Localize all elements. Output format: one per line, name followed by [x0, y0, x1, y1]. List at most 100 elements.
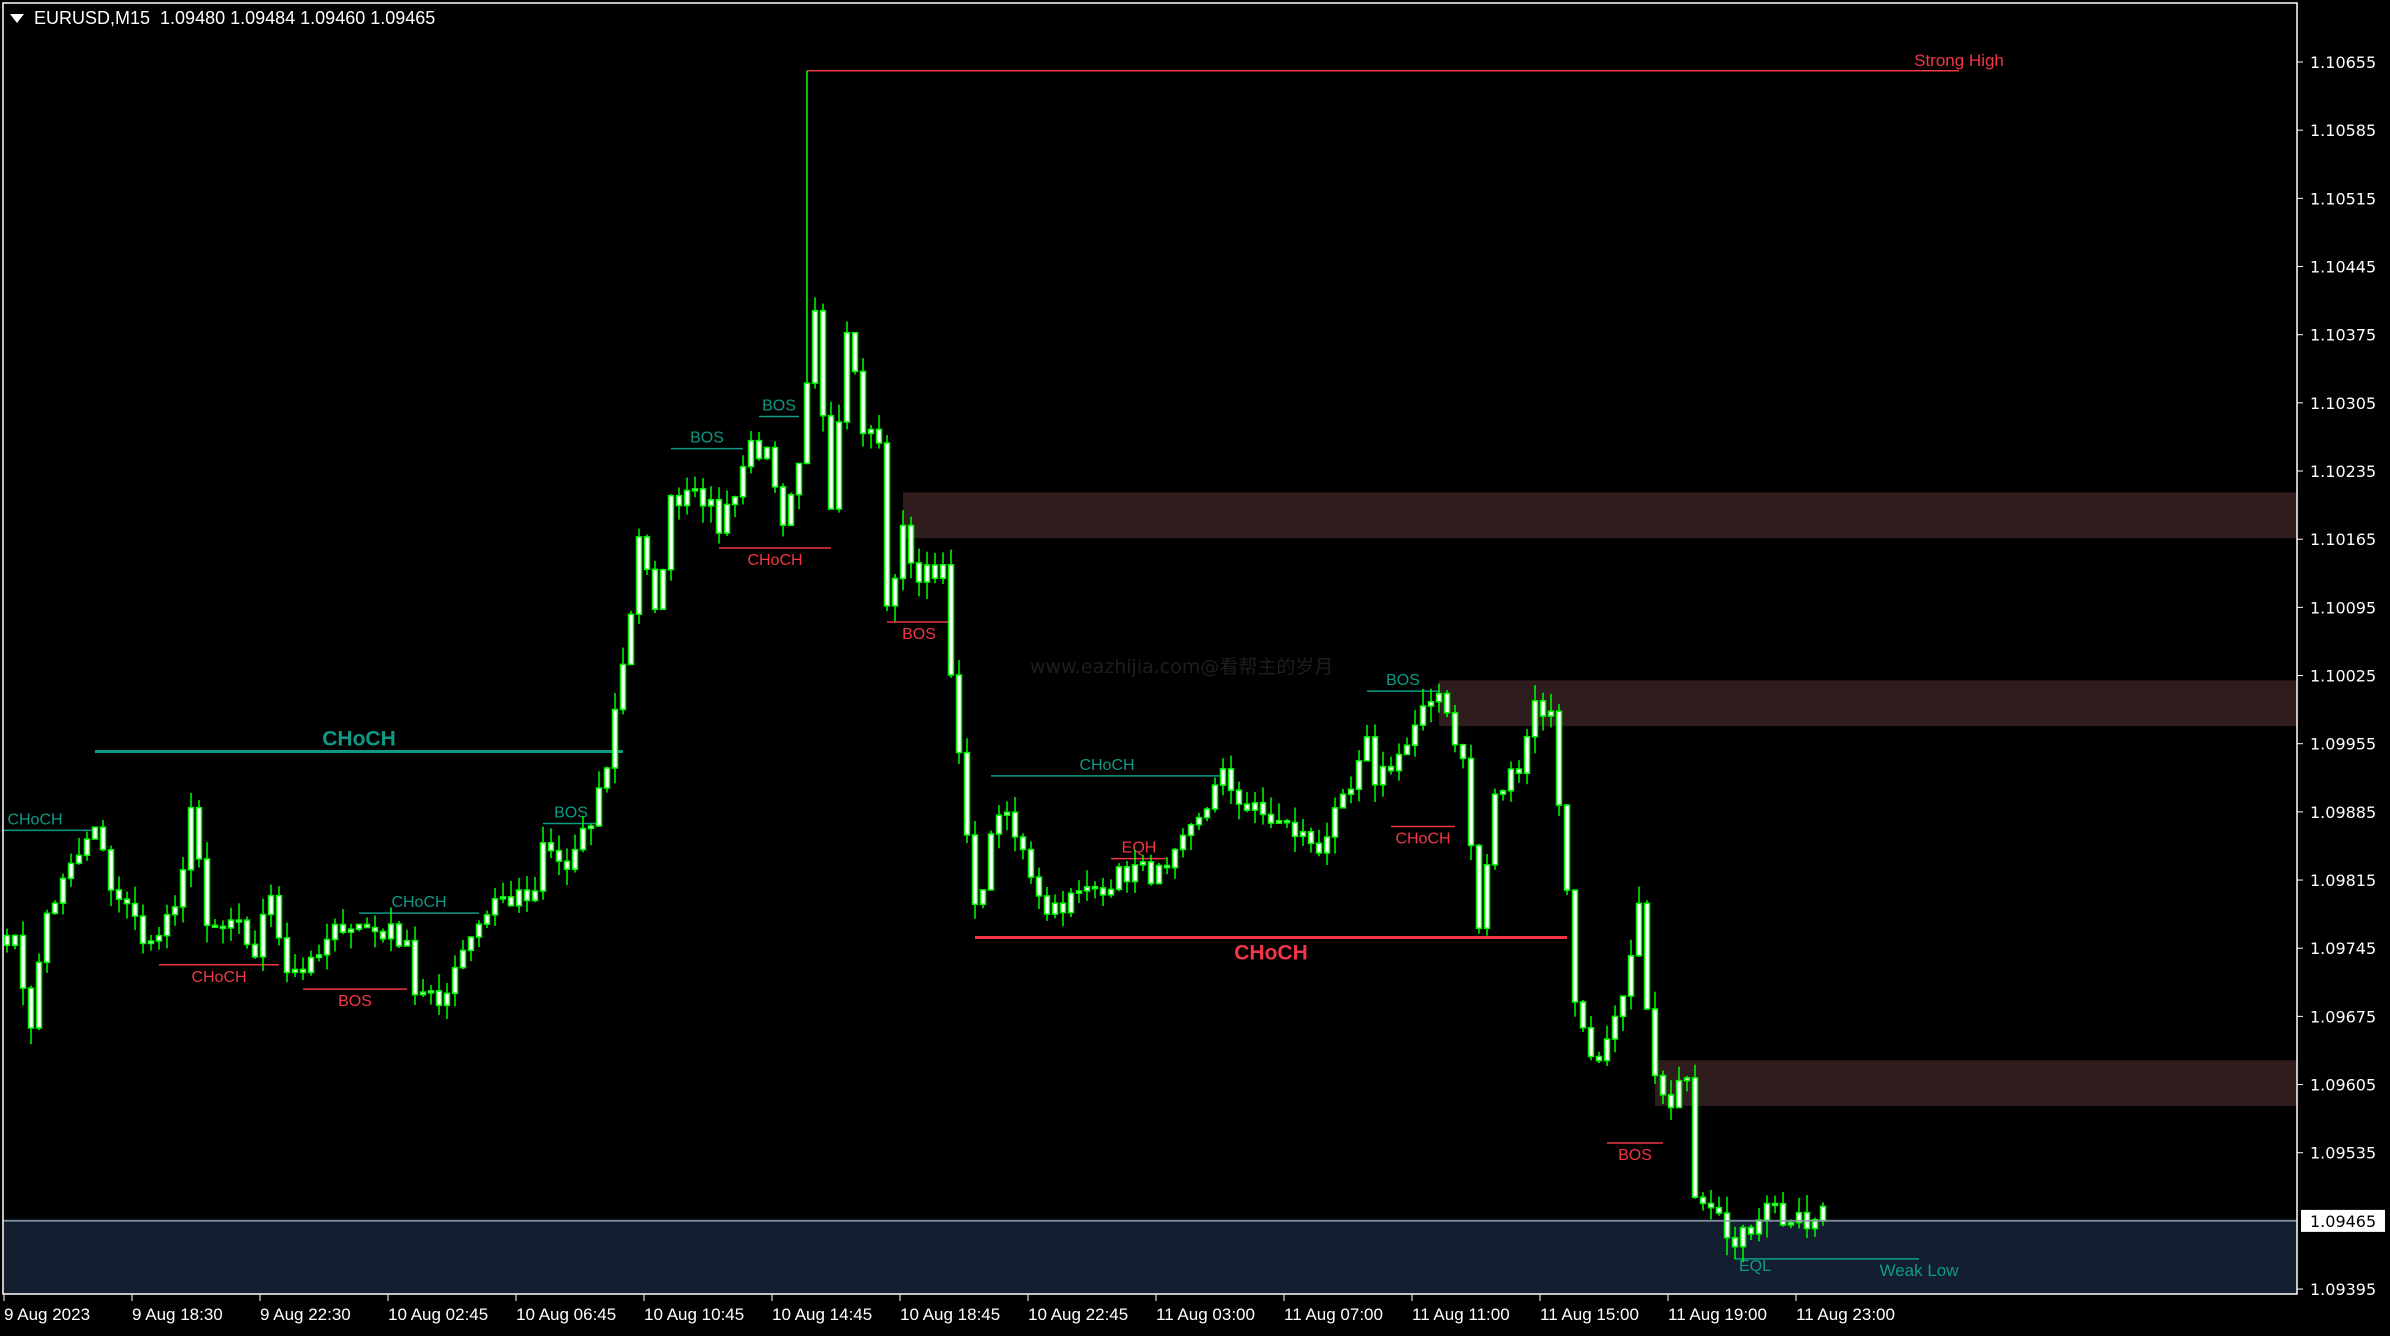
candle: [1747, 1224, 1755, 1240]
candle: [643, 534, 651, 575]
candle: [1403, 737, 1411, 756]
time-tick-label: 11 Aug 11:00: [1412, 1305, 1510, 1324]
candle-body: [1259, 802, 1267, 816]
candle: [1715, 1196, 1723, 1216]
candle-body: [1475, 844, 1483, 930]
structure-label-bos: BOS: [690, 430, 724, 447]
candle: [1107, 879, 1115, 898]
candle: [371, 915, 379, 948]
symbol-timeframe: EURUSD,M15: [34, 8, 151, 28]
current-price-label: 1.09465: [2301, 1209, 2385, 1232]
candle: [1163, 857, 1171, 875]
candle: [1451, 704, 1459, 753]
candle: [1059, 890, 1067, 927]
candle: [1699, 1192, 1707, 1211]
candle: [1531, 685, 1539, 754]
candle-body: [195, 806, 203, 860]
candle-body: [131, 902, 139, 917]
candle-body: [379, 930, 387, 940]
candle: [947, 549, 955, 678]
candle: [835, 404, 843, 513]
candle-body: [931, 564, 939, 580]
candle: [867, 424, 875, 449]
candle: [507, 880, 515, 907]
candle: [331, 918, 339, 952]
candle: [1019, 833, 1027, 860]
candle-body: [1299, 830, 1307, 838]
candle: [859, 358, 867, 447]
candle-body: [1443, 692, 1451, 714]
candle-body: [579, 827, 587, 851]
candle: [891, 573, 899, 622]
candle: [483, 910, 491, 929]
candle-body: [1579, 1001, 1587, 1029]
candle-body: [1403, 744, 1411, 756]
candle: [1299, 819, 1307, 846]
candle-body: [483, 914, 491, 925]
price-tick-label: 1.10515: [2310, 189, 2376, 208]
candle: [1499, 789, 1507, 801]
candle-body: [363, 923, 371, 929]
candle-body: [1587, 1027, 1595, 1058]
time-axis[interactable]: 9 Aug 2023 9 Aug 18:30 9 Aug 22:30 10 Aug 0…: [3, 1294, 1895, 1324]
candle-body: [571, 848, 579, 870]
candle: [587, 823, 595, 846]
candle-body: [1459, 743, 1467, 760]
candle-body: [1547, 710, 1555, 717]
candle-body: [355, 923, 363, 930]
candle: [1483, 854, 1491, 936]
candle: [451, 955, 459, 1007]
candle-body: [1219, 768, 1227, 786]
candle-body: [1123, 866, 1131, 883]
candle: [555, 835, 563, 876]
candle: [315, 944, 323, 962]
candle: [1603, 1025, 1611, 1067]
structure-label-bos: BOS: [902, 626, 936, 643]
candle-body: [1027, 848, 1035, 878]
candle-body: [1571, 889, 1579, 1003]
chart-header: EURUSD,M15 1.09480 1.09484 1.09460 1.094…: [10, 8, 435, 29]
candle-body: [339, 923, 347, 933]
candle-body: [907, 524, 915, 564]
structure-label-choch: CHoCH: [391, 894, 446, 911]
candle: [571, 834, 579, 873]
candle: [1539, 692, 1547, 731]
candle-body: [1091, 885, 1099, 890]
triangle-down-icon[interactable]: [10, 14, 24, 23]
price-tick-label: 1.09885: [2310, 803, 2376, 822]
candle-body: [171, 906, 179, 916]
candle-body: [883, 442, 891, 607]
candle: [1707, 1189, 1715, 1220]
candle: [1243, 792, 1251, 813]
candle: [1155, 862, 1163, 885]
candle-body: [923, 564, 931, 583]
candle-body: [1115, 866, 1123, 891]
candle-body: [1171, 848, 1179, 869]
candle-body: [283, 937, 291, 974]
candle: [579, 815, 587, 853]
structure-label-bos: BOS: [554, 805, 588, 822]
candle: [883, 434, 891, 612]
candle-body: [539, 842, 547, 892]
candle-body: [155, 934, 163, 942]
price-axis[interactable]: 1.10655 1.10585 1.10515 1.10445 1.10375 1.103…: [2297, 53, 2376, 1299]
candle-body: [939, 564, 947, 580]
candle-body: [99, 826, 107, 851]
candle: [1179, 828, 1187, 858]
candle-body: [1131, 864, 1139, 883]
candle: [563, 848, 571, 886]
candle-body: [315, 954, 323, 959]
candle-body: [747, 439, 755, 468]
candle: [899, 510, 907, 591]
candle: [1411, 710, 1419, 757]
candle-body: [1507, 768, 1515, 792]
candle-body: [115, 889, 123, 900]
candle-body: [291, 968, 299, 974]
candle-body: [1531, 700, 1539, 738]
candle-body: [251, 943, 259, 958]
discount-zone: [3, 1218, 2297, 1294]
candle-body: [1331, 807, 1339, 838]
candle-body: [683, 489, 691, 507]
candles-layer: [3, 70, 1827, 1263]
